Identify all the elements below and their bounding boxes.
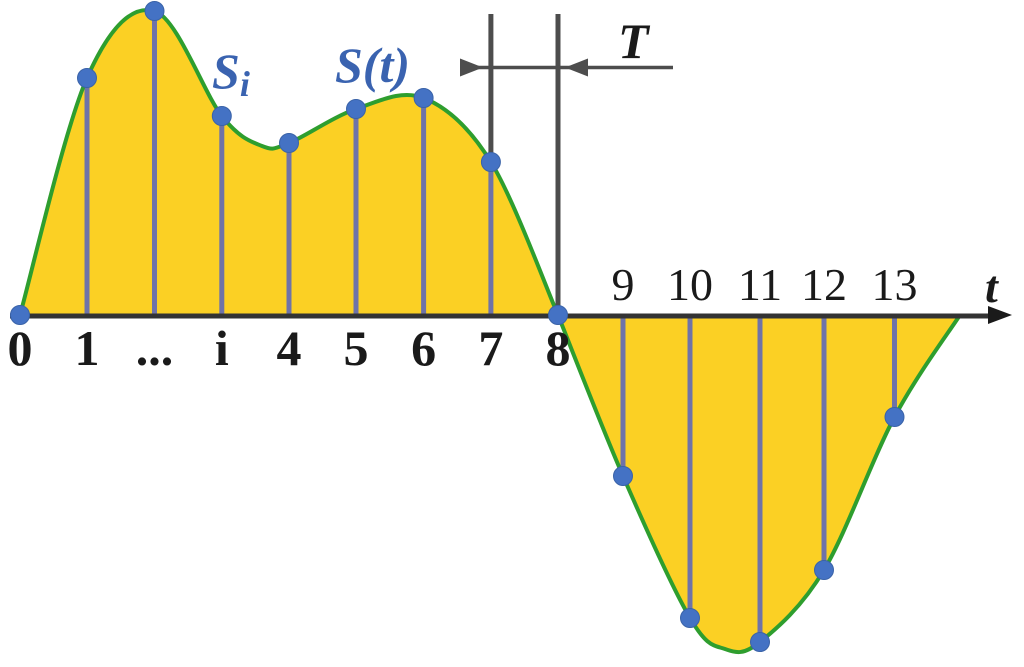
svg-text:13: 13 [872, 259, 918, 310]
svg-text:t: t [985, 261, 999, 312]
svg-text:4: 4 [277, 320, 302, 376]
svg-text:6: 6 [411, 320, 436, 376]
svg-text:11: 11 [738, 259, 782, 310]
svg-text:S(t): S(t) [335, 37, 410, 93]
svg-text:T: T [618, 13, 651, 69]
svg-text:...: ... [136, 320, 174, 376]
svg-text:1: 1 [75, 320, 100, 376]
svg-text:9: 9 [612, 259, 635, 310]
svg-text:i: i [215, 320, 229, 376]
svg-text:0: 0 [8, 320, 33, 376]
svg-text:10: 10 [667, 259, 713, 310]
svg-text:12: 12 [801, 259, 847, 310]
svg-text:Si: Si [212, 43, 250, 104]
svg-text:7: 7 [478, 320, 503, 376]
svg-text:5: 5 [344, 320, 369, 376]
svg-text:8: 8 [546, 320, 571, 376]
